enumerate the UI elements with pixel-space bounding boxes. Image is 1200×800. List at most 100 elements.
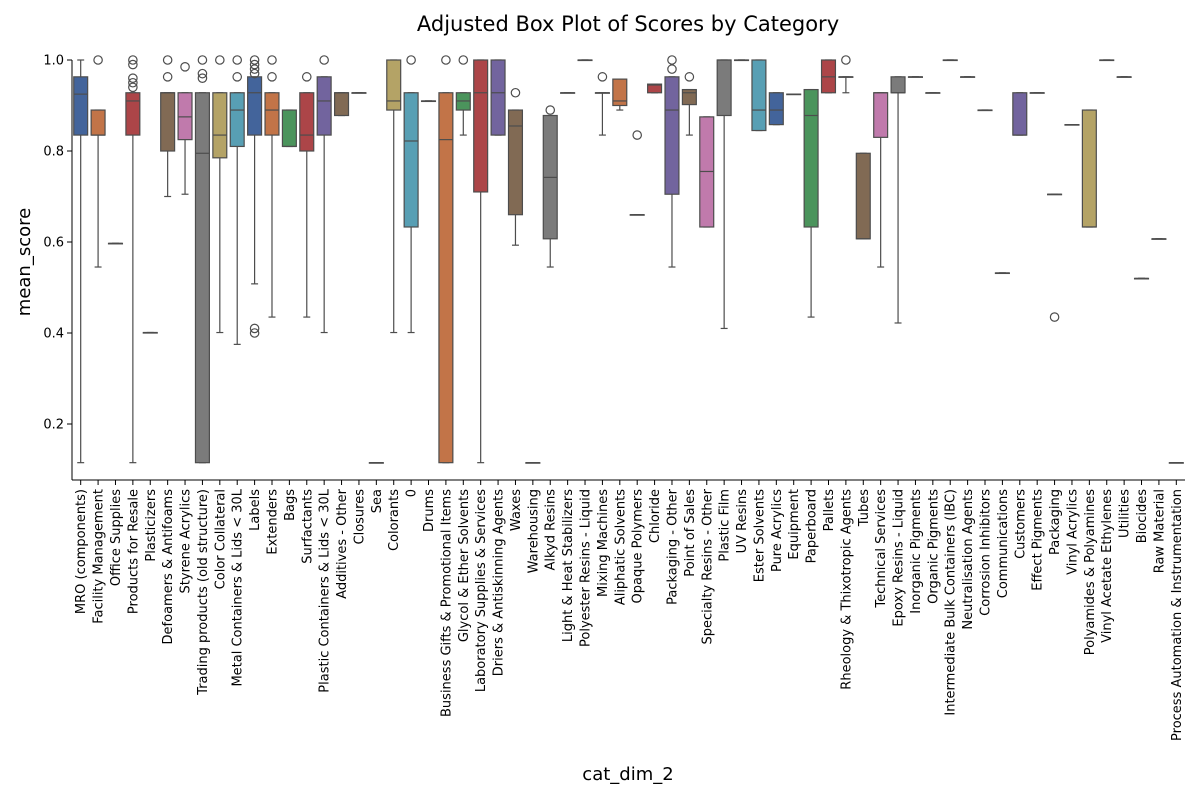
outlier-point: [458, 55, 469, 65]
box-body: [716, 59, 732, 117]
chart-title: Adjusted Box Plot of Scores by Category: [417, 12, 839, 36]
box-body: [403, 92, 419, 228]
x-tick-label: Corrosion Inhibitors: [979, 489, 994, 616]
x-tick-label: UV Resins: [735, 489, 750, 554]
x-tick-label: Raw Material: [1152, 489, 1167, 573]
box-13: [299, 72, 315, 318]
x-tick-label: Biocides: [1135, 489, 1150, 543]
x-tick-label: Plastic Film: [718, 489, 733, 562]
x-tick-label: Intermediate Bulk Containers (IBC): [944, 489, 959, 716]
box-62: [1151, 238, 1167, 240]
x-tick-label: Colorants: [387, 489, 402, 551]
box-body: [229, 92, 245, 148]
outlier-point: [180, 62, 190, 72]
outlier-point: [249, 64, 260, 74]
outlier-point: [319, 55, 329, 65]
box-10: [247, 55, 263, 338]
box-49: [925, 92, 941, 94]
box-38: [733, 59, 750, 62]
box-body: [316, 76, 332, 136]
box-body: [73, 76, 89, 136]
box-55: [1029, 92, 1045, 94]
x-tick-label: Plasticizers: [144, 489, 159, 562]
x-tick-label: Surfactants: [300, 489, 315, 564]
box-body: [473, 59, 489, 193]
box-45: [855, 152, 871, 240]
x-tick-label: Customers: [1013, 489, 1028, 559]
box-61: [1133, 277, 1150, 280]
outlier-point: [545, 105, 556, 115]
box-body: [264, 92, 280, 136]
outlier-point: [841, 55, 851, 65]
outlier-point: [441, 55, 451, 65]
outlier-point: [267, 72, 277, 82]
box-body: [507, 109, 524, 216]
x-tick-label: Sea: [370, 489, 385, 513]
box-46: [873, 92, 889, 268]
x-tick-label: Aliphatic Solvents: [613, 489, 628, 605]
outlier-point: [232, 72, 243, 82]
x-tick-label: Equipment: [787, 489, 802, 560]
box-body: [890, 76, 906, 94]
box-7: [194, 55, 210, 464]
x-tick-label: Paperboard: [805, 489, 820, 563]
outlier-point: [197, 55, 208, 65]
box-15: [333, 92, 350, 117]
outlier-point: [128, 77, 138, 88]
box-42: [803, 88, 819, 318]
outlier-point: [215, 55, 225, 65]
outlier-point: [510, 87, 521, 98]
x-tick-label: Packaging - Other: [665, 488, 680, 605]
x-tick-label: Process Automation & Instrumentation: [1170, 489, 1185, 741]
box-body: [247, 76, 263, 136]
box-47: [890, 76, 906, 324]
box-0: [73, 59, 89, 464]
x-tick-label: Epoxy Resins - Liquid: [892, 489, 907, 627]
x-tick-label: Plastic Containers & Lids < 30L: [318, 488, 333, 692]
box-body: [803, 88, 819, 228]
outlier-point: [232, 55, 243, 65]
box-body: [194, 92, 210, 464]
y-axis-label: mean_score: [14, 208, 35, 316]
box-25: [507, 87, 524, 246]
x-tick-label: Mixing Machines: [596, 489, 611, 597]
box-body: [160, 92, 176, 152]
outlier-point: [249, 328, 260, 338]
outlier-point: [197, 73, 208, 83]
box-body: [490, 59, 506, 136]
outlier-point: [667, 64, 677, 74]
y-tick-label: 0.2: [43, 418, 64, 433]
box-39: [751, 59, 767, 132]
box-60: [1116, 76, 1132, 78]
x-tick-label: Alkyd Resins: [544, 489, 559, 571]
x-tick-label: MRO (components): [74, 489, 89, 614]
x-tick-label: Polyamides & Polyamines: [1083, 489, 1098, 655]
outlier-point: [267, 55, 277, 65]
y-tick-label: 0.6: [43, 236, 64, 251]
outlier-point: [128, 55, 138, 65]
x-tick-label: Extenders: [265, 489, 280, 555]
box-14: [316, 55, 332, 334]
outlier-point: [249, 68, 260, 79]
x-tick-label: Chloride: [648, 489, 663, 543]
x-tick-label: Tubes: [857, 489, 872, 527]
box-body: [768, 92, 784, 126]
box-48: [907, 76, 924, 78]
box-body: [281, 109, 297, 148]
x-tick-label: Packaging: [1048, 489, 1063, 555]
x-tick-label: Opaque Polymers: [631, 489, 646, 604]
x-axis: MRO (components) Facility Management Offic…: [72, 479, 1185, 741]
box-32: [629, 130, 645, 216]
box-body: [333, 92, 350, 117]
x-tick-label: Effect Pigments: [1031, 489, 1046, 591]
box-body: [125, 92, 141, 136]
outlier-point: [162, 55, 173, 65]
x-tick-label: Office Supplies: [109, 489, 124, 586]
x-tick-label: Closures: [352, 489, 367, 545]
x-axis-label: cat_dim_2: [582, 764, 673, 785]
box-41: [786, 93, 802, 96]
box-23: [473, 59, 489, 464]
outlier-point: [301, 72, 312, 82]
box-28: [560, 92, 576, 94]
box-12: [281, 109, 297, 148]
